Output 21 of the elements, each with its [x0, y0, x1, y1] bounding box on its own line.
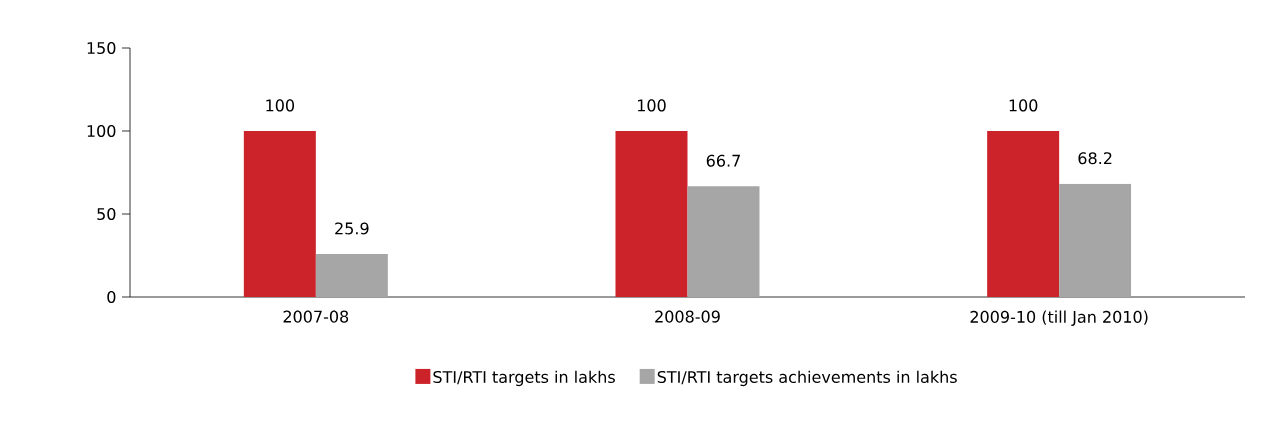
- data-label: 25.9: [335, 222, 369, 235]
- data-label: 66.7: [706, 154, 740, 167]
- y-tick-label: 50: [97, 207, 116, 221]
- x-tick-label: 2009-10 (till Jan 2010): [970, 310, 1148, 326]
- bar: [243, 131, 316, 297]
- data-label: 100: [266, 99, 295, 112]
- legend-label: STI/RTI targets in lakhs: [433, 370, 615, 387]
- data-label: 100: [1009, 99, 1038, 112]
- y-tick-label: 100: [87, 124, 116, 138]
- data-label: 68.2: [1078, 152, 1112, 165]
- bar: [1059, 183, 1132, 297]
- x-tick-label: 2008-09: [655, 310, 720, 323]
- bar: [315, 254, 388, 297]
- bar: [987, 131, 1060, 297]
- bar: [615, 131, 688, 297]
- y-tick-label: 150: [87, 41, 116, 55]
- legend-label: STI/RTI targets achievements in lakhs: [657, 370, 957, 387]
- x-tick-label: 2007-08: [283, 310, 349, 323]
- bar: [687, 186, 760, 297]
- y-tick-label: 0: [107, 290, 116, 304]
- data-label: 100: [637, 99, 666, 112]
